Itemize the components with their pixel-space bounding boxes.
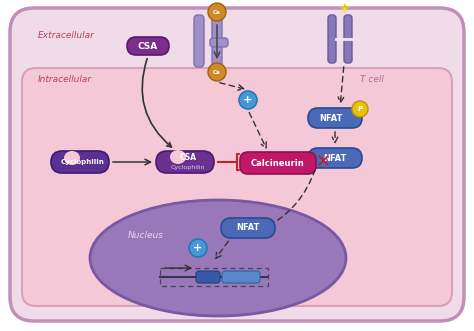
Text: NFAT: NFAT <box>237 223 260 232</box>
Text: Nucleus: Nucleus <box>128 231 164 240</box>
Ellipse shape <box>239 91 257 109</box>
Text: +: + <box>193 243 202 253</box>
Text: ✦: ✦ <box>340 6 347 15</box>
Text: Cyclophilin: Cyclophilin <box>171 165 205 169</box>
Text: +: + <box>243 95 253 105</box>
Text: Cyclophilin: Cyclophilin <box>60 159 104 165</box>
FancyBboxPatch shape <box>328 15 336 63</box>
FancyBboxPatch shape <box>22 68 452 306</box>
Text: ✦: ✦ <box>338 3 350 17</box>
FancyBboxPatch shape <box>127 37 169 55</box>
Text: Intracellular: Intracellular <box>38 75 92 84</box>
FancyBboxPatch shape <box>344 15 352 63</box>
Ellipse shape <box>64 151 80 165</box>
FancyBboxPatch shape <box>210 38 228 47</box>
Ellipse shape <box>170 150 186 164</box>
Text: ✕: ✕ <box>315 153 330 171</box>
FancyBboxPatch shape <box>240 152 316 174</box>
Text: NFAT: NFAT <box>319 114 343 122</box>
Text: CSA: CSA <box>180 153 197 162</box>
FancyBboxPatch shape <box>194 15 204 67</box>
FancyBboxPatch shape <box>156 151 214 173</box>
Text: Ca: Ca <box>213 70 221 74</box>
Text: Ca: Ca <box>213 10 221 15</box>
FancyBboxPatch shape <box>308 148 362 168</box>
Ellipse shape <box>189 239 207 257</box>
Ellipse shape <box>208 3 226 21</box>
FancyBboxPatch shape <box>196 271 220 283</box>
Ellipse shape <box>352 101 368 117</box>
Text: P: P <box>357 106 363 112</box>
FancyBboxPatch shape <box>221 218 275 238</box>
Ellipse shape <box>90 200 346 316</box>
FancyBboxPatch shape <box>212 15 222 67</box>
FancyBboxPatch shape <box>51 151 109 173</box>
Text: Calcineurin: Calcineurin <box>251 159 305 167</box>
Text: T cell: T cell <box>360 75 384 84</box>
Text: Extracellular: Extracellular <box>38 31 95 40</box>
Text: NFAT: NFAT <box>323 154 346 163</box>
Ellipse shape <box>208 63 226 81</box>
Text: CSA: CSA <box>138 41 158 51</box>
FancyBboxPatch shape <box>10 8 464 321</box>
FancyBboxPatch shape <box>222 271 260 283</box>
FancyBboxPatch shape <box>308 108 362 128</box>
